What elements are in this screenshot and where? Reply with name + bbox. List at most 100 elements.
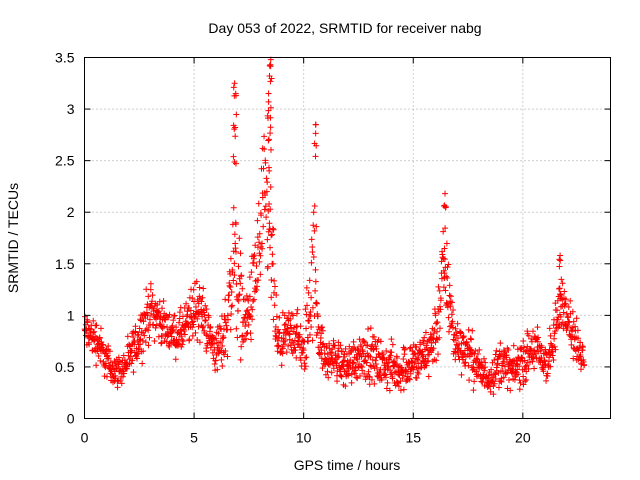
data-point	[435, 351, 442, 358]
data-point	[523, 362, 530, 369]
data-point	[115, 354, 122, 361]
data-point	[278, 362, 285, 369]
data-point	[389, 375, 396, 382]
data-point	[269, 231, 276, 238]
data-point	[263, 188, 270, 195]
data-point	[320, 340, 327, 347]
data-point	[310, 222, 317, 229]
data-point	[465, 362, 472, 369]
data-point	[468, 336, 475, 343]
data-point	[230, 277, 237, 284]
data-point	[473, 355, 480, 362]
data-point	[220, 334, 227, 341]
data-point	[90, 317, 97, 324]
data-point	[528, 338, 535, 345]
data-point	[129, 357, 136, 364]
data-point	[151, 337, 158, 344]
data-point	[365, 326, 372, 333]
data-point	[547, 332, 554, 339]
data-point	[251, 252, 258, 259]
data-point	[548, 349, 555, 356]
data-point	[384, 379, 391, 386]
data-point	[306, 318, 313, 325]
data-point	[282, 337, 289, 344]
data-point	[358, 362, 365, 369]
data-point	[232, 248, 239, 255]
data-point	[386, 357, 393, 364]
data-point	[265, 137, 272, 144]
data-point	[248, 269, 255, 276]
data-point	[285, 342, 292, 349]
data-point	[234, 334, 241, 341]
data-point	[271, 302, 278, 309]
data-point	[269, 251, 276, 258]
data-point	[313, 142, 320, 149]
data-point	[565, 314, 572, 321]
data-point	[309, 337, 316, 344]
data-point	[313, 223, 320, 230]
data-point	[556, 285, 563, 292]
data-point	[546, 354, 553, 361]
data-point	[232, 124, 239, 131]
y-tick-label: 3	[67, 101, 75, 117]
data-point	[242, 335, 249, 342]
data-point	[141, 332, 148, 339]
data-point	[443, 240, 450, 247]
data-point	[383, 385, 390, 392]
data-point	[128, 360, 135, 367]
data-point	[491, 356, 498, 363]
data-point	[231, 272, 238, 279]
data-point	[176, 319, 183, 326]
data-point	[232, 92, 239, 99]
data-point	[272, 332, 279, 339]
data-point	[118, 380, 125, 387]
data-point	[465, 326, 472, 333]
data-point	[147, 286, 154, 293]
data-point	[273, 333, 280, 340]
data-point	[460, 350, 467, 357]
data-point	[442, 225, 449, 232]
y-tick-label: 2.5	[55, 153, 75, 169]
data-point	[291, 337, 298, 344]
data-point	[569, 308, 576, 315]
data-point	[417, 341, 424, 348]
data-point	[212, 357, 219, 364]
data-point	[249, 316, 256, 323]
data-point	[202, 317, 209, 324]
data-point	[397, 387, 404, 394]
data-point	[440, 284, 447, 291]
data-point	[521, 344, 528, 351]
data-point	[436, 325, 443, 332]
data-point	[558, 276, 565, 283]
data-point	[84, 319, 91, 326]
data-point	[232, 219, 239, 226]
data-point	[136, 325, 143, 332]
y-tick-label: 0	[67, 411, 75, 427]
data-point	[252, 278, 259, 285]
data-point	[432, 312, 439, 319]
data-point	[365, 368, 372, 375]
data-point	[233, 325, 240, 332]
data-point	[262, 192, 269, 199]
data-point	[96, 344, 103, 351]
data-point	[454, 320, 461, 327]
data-point	[568, 341, 575, 348]
data-point	[134, 355, 141, 362]
data-point	[249, 298, 256, 305]
data-point	[263, 214, 270, 221]
data-point	[373, 364, 380, 371]
data-point	[232, 245, 239, 252]
data-point	[350, 338, 357, 345]
data-point	[488, 366, 495, 373]
data-point	[183, 300, 190, 307]
data-point	[270, 316, 277, 323]
data-point	[246, 311, 253, 318]
data-point	[198, 298, 205, 305]
data-point	[490, 391, 497, 398]
data-point	[556, 256, 563, 263]
data-point	[268, 277, 275, 284]
data-point	[303, 325, 310, 332]
data-point	[263, 175, 270, 182]
data-point	[554, 316, 561, 323]
data-point	[537, 358, 544, 365]
